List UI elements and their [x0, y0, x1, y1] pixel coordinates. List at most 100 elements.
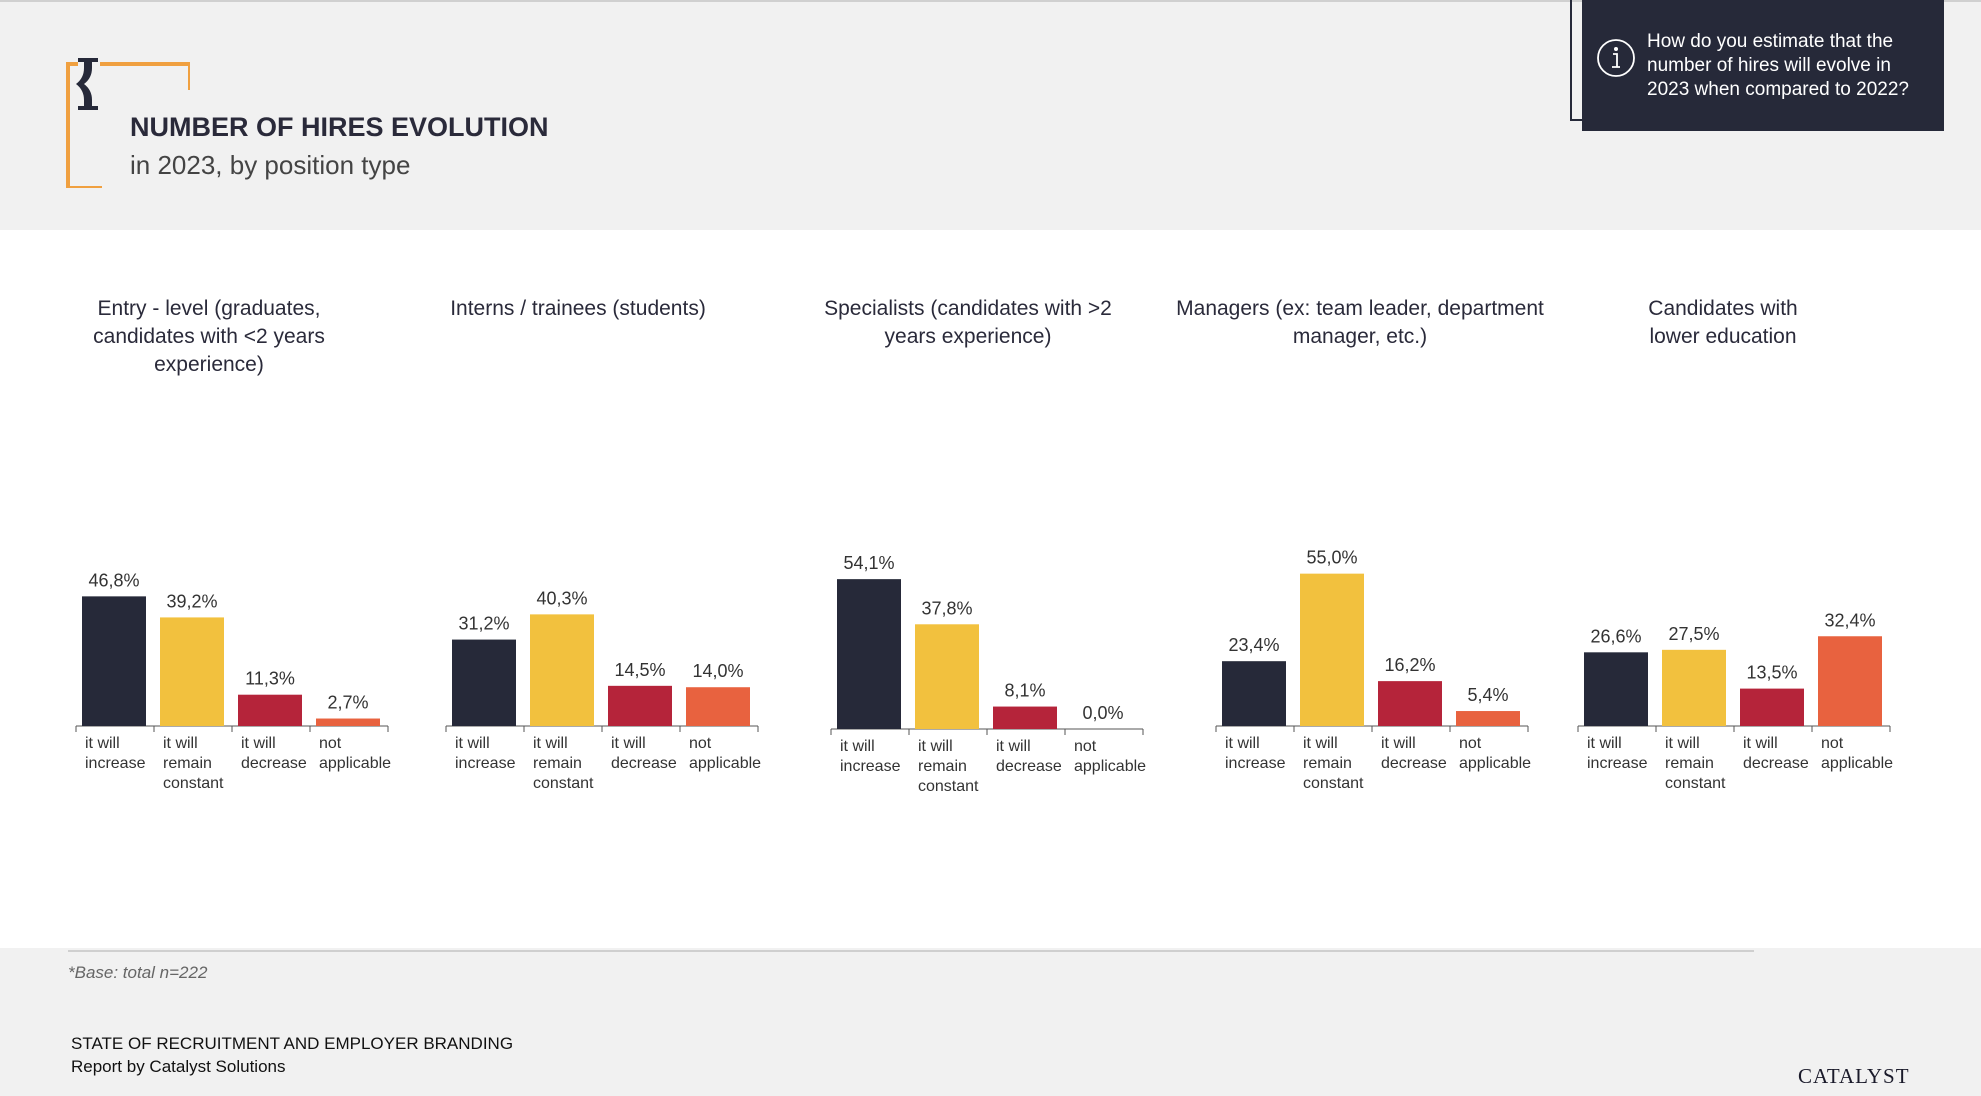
category-label: constant: [918, 778, 979, 795]
data-label: 23,4%: [1228, 635, 1279, 655]
category-label: it will: [611, 735, 646, 752]
category-label: decrease: [996, 758, 1062, 775]
data-label: 14,0%: [692, 661, 743, 681]
category-label: it will: [996, 738, 1031, 755]
category-label: remain: [1665, 755, 1714, 772]
data-label: 27,5%: [1668, 624, 1719, 644]
category-label: it will: [1665, 735, 1700, 752]
bar: [915, 624, 979, 729]
category-label: increase: [1587, 755, 1648, 772]
category-label: it will: [918, 738, 953, 755]
footer-band: [0, 948, 1981, 1096]
chart-title: Specialists (candidates with >2: [824, 297, 1112, 320]
data-label: 14,5%: [614, 660, 665, 680]
category-label: decrease: [241, 755, 307, 772]
data-label: 55,0%: [1306, 548, 1357, 568]
category-label: it will: [1587, 735, 1622, 752]
data-label: 54,1%: [843, 553, 894, 573]
category-label: not: [1074, 738, 1097, 755]
data-label: 8,1%: [1004, 681, 1045, 701]
category-label: constant: [1665, 775, 1726, 792]
bar: [1584, 652, 1648, 726]
bar: [82, 596, 146, 726]
bar: [608, 685, 672, 726]
category-label: not: [689, 735, 712, 752]
data-label: 26,6%: [1590, 626, 1641, 646]
bar: [1456, 711, 1520, 726]
bar: [1818, 636, 1882, 726]
category-label: remain: [1303, 755, 1352, 772]
bar: [1222, 661, 1286, 726]
bar: [316, 718, 380, 726]
category-label: constant: [163, 775, 224, 792]
category-label: not: [319, 735, 342, 752]
page-title: NUMBER OF HIRES EVOLUTION: [130, 112, 549, 142]
category-label: it will: [1225, 735, 1260, 752]
question-box: [1582, 0, 1944, 131]
data-label: 5,4%: [1467, 685, 1508, 705]
data-label: 39,2%: [166, 591, 217, 611]
category-label: it will: [455, 735, 490, 752]
data-label: 11,3%: [245, 669, 295, 689]
data-label: 46,8%: [88, 570, 139, 590]
category-label: it will: [533, 735, 568, 752]
bar: [993, 706, 1057, 729]
category-label: it will: [85, 735, 120, 752]
category-label: increase: [85, 755, 146, 772]
category-label: it will: [1303, 735, 1338, 752]
data-label: 40,3%: [536, 588, 587, 608]
hourglass-icon: [66, 58, 190, 188]
category-label: applicable: [689, 755, 761, 772]
bar: [530, 614, 594, 726]
bar: [1740, 688, 1804, 726]
category-label: applicable: [1459, 755, 1531, 772]
category-label: applicable: [1821, 755, 1893, 772]
divider: [68, 950, 1754, 952]
question-text: How do you estimate that the number of h…: [1647, 31, 1909, 100]
category-label: not: [1459, 735, 1482, 752]
chart-title: experience): [154, 353, 264, 376]
category-label: decrease: [1743, 755, 1809, 772]
chart-title: Interns / trainees (students): [450, 297, 706, 320]
category-label: it will: [241, 735, 276, 752]
data-label: 0,0%: [1082, 703, 1123, 723]
catalyst-logo: CATALYST: [1798, 1064, 1910, 1088]
chart-title: candidates with <2 years: [93, 325, 325, 348]
category-label: applicable: [1074, 758, 1146, 775]
chart-title: lower education: [1649, 325, 1796, 348]
bar: [238, 694, 302, 726]
category-label: remain: [918, 758, 967, 775]
category-label: increase: [1225, 755, 1286, 772]
base-note: *Base: total n=222: [68, 963, 208, 982]
category-label: constant: [533, 775, 594, 792]
info-icon: [1597, 39, 1635, 77]
bar: [452, 639, 516, 726]
category-label: it will: [840, 738, 875, 755]
report-by: Report by Catalyst Solutions: [71, 1057, 286, 1076]
bar: [1300, 573, 1364, 726]
chart-title: Entry - level (graduates,: [98, 297, 321, 320]
category-label: applicable: [319, 755, 391, 772]
bar: [686, 687, 750, 726]
category-label: constant: [1303, 775, 1364, 792]
category-label: it will: [163, 735, 198, 752]
category-label: decrease: [611, 755, 677, 772]
category-label: it will: [1381, 735, 1416, 752]
data-label: 16,2%: [1384, 655, 1435, 675]
category-label: remain: [533, 755, 582, 772]
chart-title: years experience): [885, 325, 1052, 348]
category-label: decrease: [1381, 755, 1447, 772]
data-label: 13,5%: [1746, 663, 1797, 683]
category-label: increase: [455, 755, 516, 772]
bar-charts: Entry - level (graduates, candidates with…: [75, 297, 1893, 795]
chart-title: Candidates with: [1648, 297, 1797, 320]
data-label: 2,7%: [327, 693, 368, 713]
bar: [837, 579, 901, 729]
chart-title: manager, etc.): [1293, 325, 1427, 348]
category-label: increase: [840, 758, 901, 775]
chart-title: Managers (ex: team leader, department: [1176, 297, 1544, 320]
page-subtitle: in 2023, by position type: [130, 150, 411, 180]
data-label: 37,8%: [921, 598, 972, 618]
category-label: it will: [1743, 735, 1778, 752]
bar: [1662, 649, 1726, 726]
